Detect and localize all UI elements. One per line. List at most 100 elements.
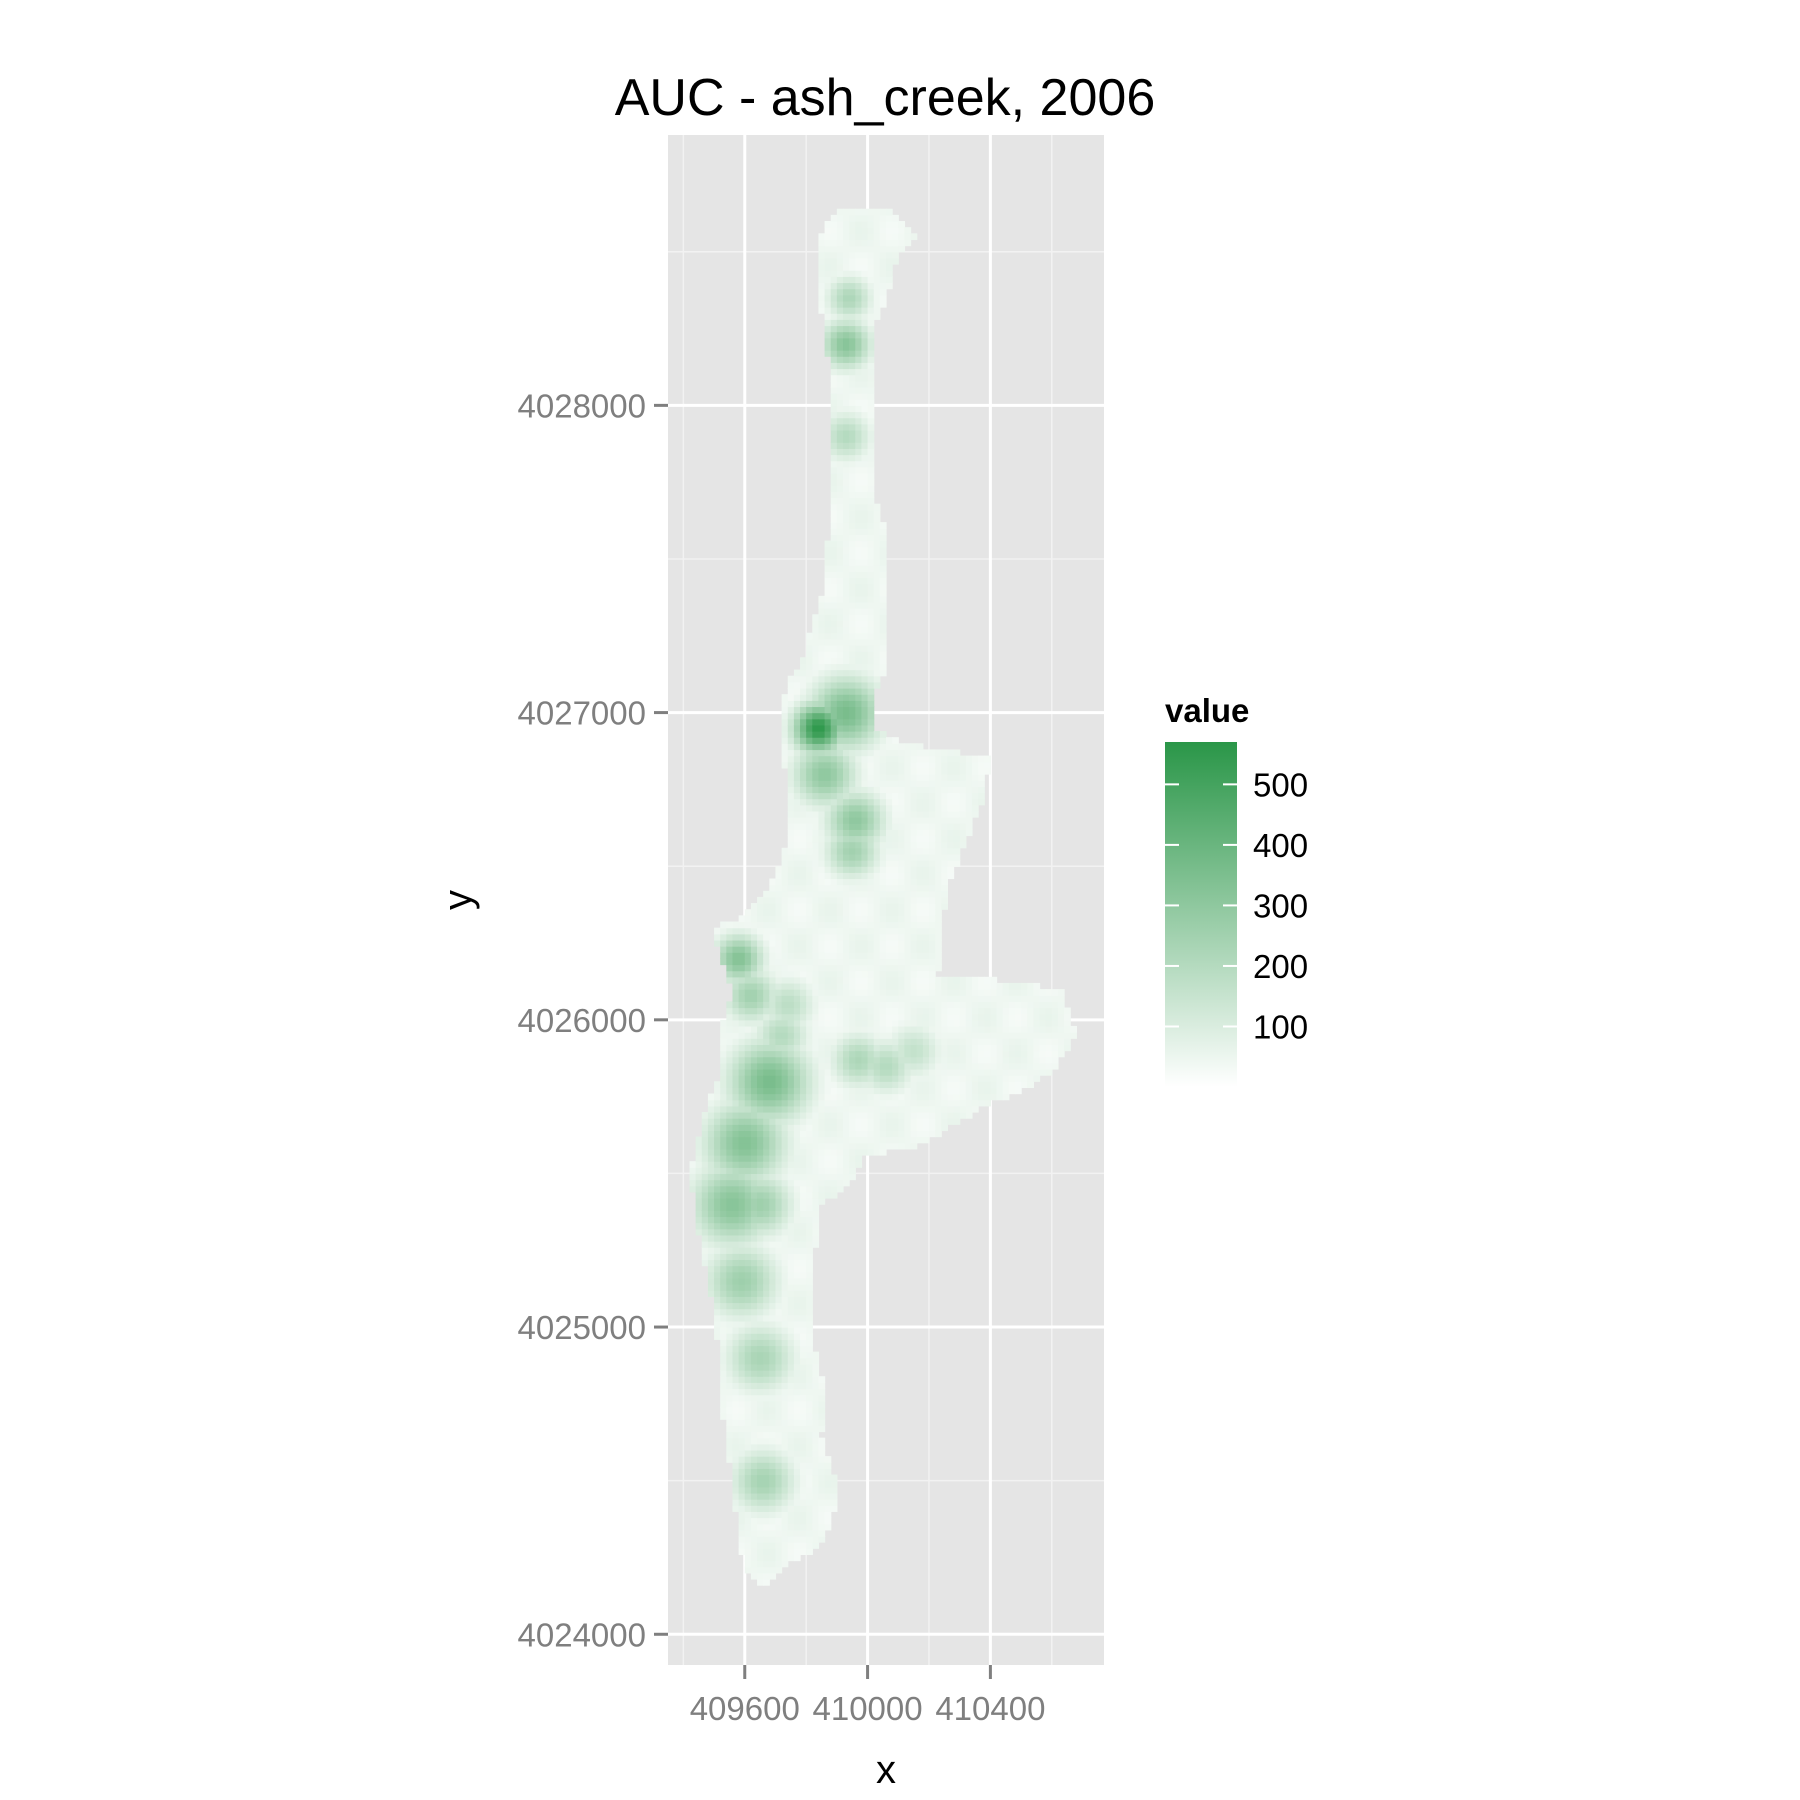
heatmap-cell — [916, 780, 924, 787]
heatmap-cell — [1027, 1056, 1034, 1064]
heatmap-cell — [787, 835, 795, 843]
heatmap-cell — [990, 1087, 998, 1095]
heatmap-cell — [886, 208, 893, 216]
heatmap-cell — [793, 903, 801, 910]
heatmap-cell — [928, 780, 936, 787]
heatmap-cell — [787, 1284, 795, 1291]
heatmap-cell — [886, 767, 893, 775]
heatmap-cell — [824, 952, 832, 959]
heatmap-cell — [904, 995, 912, 1002]
heatmap-cell — [843, 423, 850, 431]
heatmap-cell — [1051, 1044, 1059, 1052]
heatmap-cell — [947, 1087, 955, 1095]
heatmap-cell — [873, 860, 881, 867]
heatmap-cell — [769, 896, 777, 904]
heatmap-cell — [830, 958, 838, 966]
heatmap-cell — [787, 804, 795, 812]
heatmap-cell — [738, 1474, 746, 1482]
heatmap-cell — [836, 817, 844, 824]
heatmap-cell — [867, 479, 875, 486]
heatmap-cell — [818, 909, 826, 916]
heatmap-cell — [806, 1087, 813, 1095]
heatmap-cell — [812, 933, 820, 941]
heatmap-cell — [763, 1198, 770, 1205]
heatmap-cell — [800, 1148, 807, 1156]
heatmap-cell — [984, 1038, 991, 1045]
heatmap-cell — [744, 1499, 752, 1506]
heatmap-cell — [953, 798, 961, 806]
heatmap-cell — [941, 829, 949, 837]
heatmap-cell — [769, 915, 777, 923]
heatmap-cell — [750, 1357, 758, 1365]
heatmap-cell — [769, 1025, 777, 1033]
heatmap-cell — [824, 1075, 832, 1082]
heatmap-cell — [757, 1148, 764, 1156]
heatmap-cell — [800, 1216, 807, 1224]
heatmap-cell — [990, 1068, 998, 1076]
heatmap-cell — [849, 208, 856, 216]
heatmap-cell — [714, 1179, 721, 1187]
heatmap-cell — [843, 288, 850, 296]
heatmap-cell — [836, 460, 844, 468]
heatmap-cell — [843, 374, 850, 382]
heatmap-cell — [763, 1118, 770, 1125]
heatmap-cell — [978, 761, 985, 769]
heatmap-cell — [781, 989, 789, 996]
heatmap-cell — [843, 724, 850, 732]
heatmap-cell — [812, 1363, 820, 1371]
heatmap-cell — [830, 522, 838, 529]
heatmap-cell — [843, 792, 850, 800]
heatmap-cell — [769, 976, 777, 984]
heatmap-cell — [836, 761, 844, 769]
heatmap-cell — [849, 595, 856, 603]
heatmap-cell — [793, 1191, 801, 1199]
heatmap-cell — [793, 872, 801, 880]
heatmap-cell — [726, 1241, 734, 1248]
heatmap-cell — [935, 903, 942, 910]
heatmap-cell — [849, 989, 856, 996]
heatmap-cell — [861, 853, 869, 861]
heatmap-cell — [726, 1425, 734, 1433]
heatmap-cell — [855, 1142, 863, 1150]
heatmap-cell — [935, 1032, 942, 1039]
heatmap-cell — [806, 1548, 813, 1555]
heatmap-cell — [769, 1572, 777, 1580]
heatmap-cell — [849, 1111, 856, 1119]
heatmap-cell — [732, 1241, 740, 1248]
heatmap-cell — [787, 1173, 795, 1181]
heatmap-cell — [750, 927, 758, 935]
heatmap-cell — [812, 731, 820, 738]
heatmap-cell — [781, 1400, 789, 1408]
heatmap-cell — [750, 1241, 758, 1248]
heatmap-cell — [750, 1228, 758, 1236]
heatmap-cell — [726, 1449, 734, 1457]
heatmap-cell — [800, 1394, 807, 1402]
heatmap-cell — [775, 1535, 783, 1543]
heatmap-cell — [707, 1099, 715, 1107]
heatmap-cell — [867, 442, 875, 449]
heatmap-cell — [812, 638, 820, 646]
heatmap-cell — [916, 933, 924, 941]
heatmap-cell — [793, 1437, 801, 1445]
heatmap-cell — [714, 1228, 721, 1236]
heatmap-cell — [757, 1167, 764, 1175]
heatmap-cell — [787, 1075, 795, 1082]
heatmap-cell — [849, 718, 856, 726]
heatmap-cell — [965, 1081, 973, 1089]
heatmap-cell — [898, 1001, 906, 1009]
heatmap-cell — [861, 884, 869, 892]
heatmap-cell — [726, 1290, 734, 1297]
heatmap-cell — [855, 386, 863, 394]
heatmap-cell — [873, 909, 881, 916]
heatmap-cell — [824, 1155, 832, 1162]
heatmap-cell — [793, 958, 801, 966]
heatmap-cell — [744, 1191, 752, 1199]
heatmap-cell — [726, 1247, 734, 1254]
heatmap-cell — [750, 958, 758, 966]
heatmap-cell — [793, 1271, 801, 1279]
heatmap-cell — [818, 958, 826, 966]
heatmap-cell — [861, 442, 869, 449]
heatmap-cell — [707, 1253, 715, 1261]
heatmap-cell — [855, 792, 863, 800]
heatmap-cell — [873, 829, 881, 837]
